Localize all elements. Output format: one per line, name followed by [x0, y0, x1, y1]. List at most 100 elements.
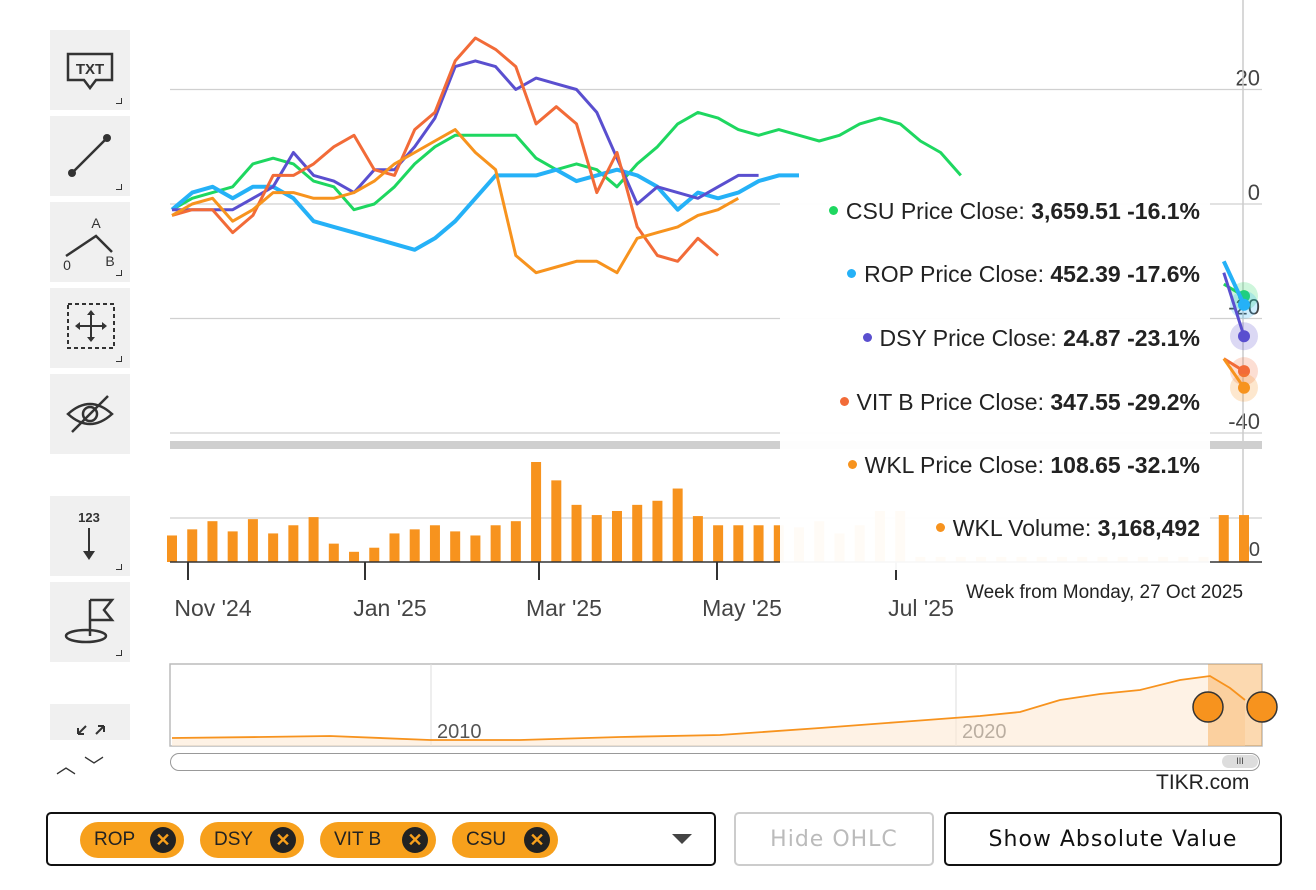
- volume-bar: [227, 531, 238, 562]
- week-label: Week from Monday, 27 Oct 2025: [966, 582, 1244, 603]
- series-line-rop: [170, 167, 1246, 306]
- remove-dsy-icon[interactable]: ✕: [270, 827, 296, 853]
- volume-bar: [409, 529, 420, 562]
- hide-eye-icon: [66, 395, 114, 433]
- numbered-sort-tool[interactable]: 123: [50, 496, 130, 576]
- navigator-line: [171, 675, 1246, 741]
- volume-bar: [288, 525, 299, 562]
- volume-bar: [349, 551, 360, 562]
- volume-bar: [247, 519, 258, 562]
- volume-bar: [652, 500, 663, 562]
- volume-bar: [713, 525, 724, 562]
- volume-bar: [753, 525, 764, 562]
- txt-label: TXT: [76, 61, 104, 78]
- chip-dsy[interactable]: DSY ✕: [200, 822, 304, 858]
- volume-bar: [470, 535, 481, 562]
- expand-icon: [77, 725, 105, 735]
- rop-dot: [847, 269, 857, 279]
- x-tick-label: Nov '24: [174, 595, 251, 621]
- numbered-sort-icon: 123: [78, 510, 100, 560]
- x-tick-label: May '25: [702, 595, 782, 621]
- navigator-area: [172, 676, 1245, 746]
- volume-bar: [369, 547, 380, 562]
- volume-bar: [672, 488, 683, 562]
- scrollbar-thumb[interactable]: III: [1222, 755, 1258, 768]
- series-line-dsy: [172, 59, 1246, 337]
- volume-bar: [510, 521, 521, 562]
- abc-pattern-tool[interactable]: A 0 B: [50, 202, 130, 282]
- volume-bar: [591, 515, 602, 562]
- tooltip-row-csu: CSU Price Close: 3,659.51 -16.1%: [828, 198, 1200, 225]
- remove-vitb-icon[interactable]: ✕: [402, 827, 428, 853]
- volume-bar: [308, 517, 319, 562]
- move-select-tool[interactable]: [50, 288, 130, 368]
- chip-vitb[interactable]: VIT B ✕: [320, 822, 436, 858]
- volume-bar: [207, 521, 218, 562]
- dsy-dot: [862, 333, 872, 343]
- tooltip-row-rop: ROP Price Close: 452.39 -17.6%: [847, 261, 1200, 288]
- pane-divider: [170, 441, 1262, 449]
- navigator-handle-right: [1246, 691, 1278, 723]
- csu-dot: [828, 206, 838, 216]
- remove-rop-icon[interactable]: ✕: [150, 827, 176, 853]
- volume-bar: [167, 535, 177, 562]
- volume-bar: [389, 533, 400, 562]
- tooltip-row-wkl: WKL Price Close: 108.65 -32.1%: [847, 452, 1200, 479]
- x-tick-label: Jul '25: [888, 595, 954, 621]
- x-tick-label: Mar '25: [526, 595, 602, 621]
- hide-drawings-tool[interactable]: [50, 374, 130, 454]
- ticker-selector[interactable]: ROP ✕ DSY ✕ VIT B ✕ CSU ✕: [46, 812, 716, 866]
- volume-bar: [531, 462, 542, 562]
- svg-text:B: B: [105, 253, 114, 269]
- range-scrollbar[interactable]: III: [170, 753, 1260, 771]
- volume-bar: [328, 543, 339, 562]
- wkl-dot: [847, 460, 857, 470]
- volume-bar: [733, 525, 744, 562]
- line-tool[interactable]: [50, 116, 130, 196]
- text-annotation-tool[interactable]: TXT: [50, 30, 130, 110]
- volume-bar: [611, 510, 622, 562]
- chevron-down-icon[interactable]: ﹀: [84, 756, 112, 778]
- volume-bar: [268, 533, 279, 562]
- volume-bar: [187, 529, 198, 562]
- hide-ohlc-button[interactable]: Hide OHLC: [734, 812, 934, 866]
- chevron-down-icon[interactable]: [672, 834, 692, 844]
- end-marker-vitb: [1238, 365, 1250, 378]
- volume-bar: [773, 525, 784, 562]
- svg-text:0: 0: [63, 257, 71, 273]
- end-marker-dsy: [1238, 330, 1250, 343]
- tooltip-row-volume: WKL Volume: 3,168,492: [935, 515, 1200, 542]
- y-tick-label: -40: [1228, 409, 1260, 434]
- nav-arrows: ︿﹀: [56, 750, 112, 779]
- y-tick-label: 0: [1248, 180, 1260, 205]
- flag-marker-tool[interactable]: [50, 582, 130, 662]
- chip-csu[interactable]: CSU ✕: [452, 822, 558, 858]
- abc-pattern-icon: A 0 B: [63, 215, 115, 273]
- volume-dot: [935, 523, 945, 533]
- tooltip-row-dsy: DSY Price Close: 24.87 -23.1%: [862, 325, 1200, 352]
- navigator-handle-left: [1192, 691, 1224, 723]
- volume-bar: [1218, 515, 1229, 562]
- volume-bar: [551, 480, 562, 562]
- volume-axis-label: 0: [1249, 539, 1260, 561]
- remove-csu-icon[interactable]: ✕: [524, 827, 550, 853]
- volume-bar: [692, 516, 703, 562]
- volume-bar: [450, 531, 461, 562]
- svg-text:123: 123: [78, 510, 100, 525]
- volume-bar: [429, 525, 440, 562]
- flag-marker-icon: [64, 598, 115, 644]
- volume-bar: [571, 504, 582, 562]
- chip-rop[interactable]: ROP ✕: [80, 822, 184, 858]
- navigator-year-label: 2010: [437, 721, 482, 743]
- x-tick-label: Jan '25: [353, 595, 426, 621]
- show-absolute-value-button[interactable]: Show Absolute Value: [944, 812, 1282, 866]
- chart-tooltip: CSU Price Close: 3,659.51 -16.1% ROP Pri…: [780, 180, 1210, 570]
- volume-bar: [490, 525, 501, 562]
- move-select-icon: [67, 303, 115, 349]
- line-tool-icon: [68, 134, 111, 177]
- svg-text:A: A: [91, 215, 101, 231]
- chevron-up-icon[interactable]: ︿: [56, 756, 84, 778]
- y-tick-label: 20: [1236, 66, 1260, 91]
- expand-chart-tool[interactable]: [50, 704, 130, 740]
- volume-bar: [632, 504, 643, 562]
